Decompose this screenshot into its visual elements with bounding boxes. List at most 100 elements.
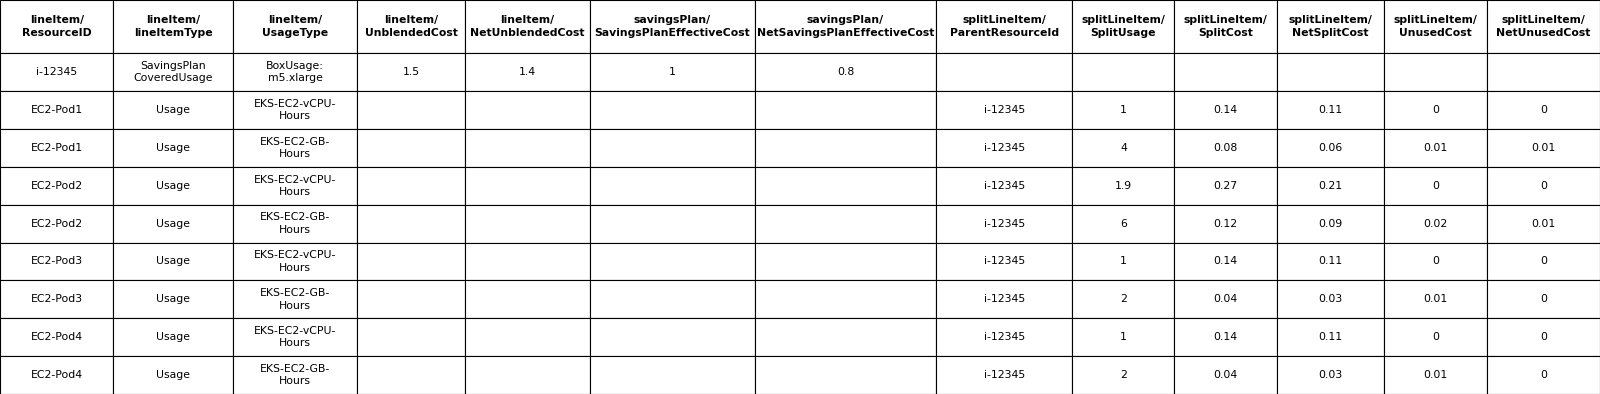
- Text: 0: 0: [1539, 332, 1547, 342]
- Bar: [357, 167, 466, 204]
- Bar: [1277, 356, 1384, 394]
- Bar: [1072, 281, 1174, 318]
- Text: 0.21: 0.21: [1318, 181, 1342, 191]
- Bar: [232, 356, 357, 394]
- Bar: [936, 167, 1072, 204]
- Text: 0.04: 0.04: [1213, 370, 1238, 380]
- Text: 1: 1: [1120, 256, 1126, 266]
- Bar: [1486, 167, 1600, 204]
- Bar: [1072, 0, 1174, 53]
- Text: EKS-EC2-vCPU-
Hours: EKS-EC2-vCPU- Hours: [254, 250, 336, 273]
- Text: 0.14: 0.14: [1213, 256, 1237, 266]
- Bar: [755, 91, 936, 129]
- Bar: [755, 0, 936, 53]
- Text: Usage: Usage: [157, 256, 190, 266]
- Text: 6: 6: [1120, 219, 1126, 229]
- Text: i-12345: i-12345: [984, 143, 1026, 153]
- Text: EC2-Pod3: EC2-Pod3: [30, 294, 83, 304]
- Bar: [1174, 129, 1277, 167]
- Bar: [1277, 91, 1384, 129]
- Bar: [936, 318, 1072, 356]
- Bar: [1277, 167, 1384, 204]
- Text: Usage: Usage: [157, 143, 190, 153]
- Bar: [357, 356, 466, 394]
- Bar: [357, 243, 466, 281]
- Bar: [232, 167, 357, 204]
- Bar: [1384, 204, 1486, 243]
- Text: EKS-EC2-GB-
Hours: EKS-EC2-GB- Hours: [259, 212, 330, 235]
- Bar: [1072, 318, 1174, 356]
- Text: 0.03: 0.03: [1318, 370, 1342, 380]
- Text: 0: 0: [1432, 181, 1438, 191]
- Text: i-12345: i-12345: [37, 67, 77, 77]
- Bar: [232, 53, 357, 91]
- Text: 0: 0: [1432, 105, 1438, 115]
- Text: 0.11: 0.11: [1318, 256, 1342, 266]
- Text: 0.06: 0.06: [1318, 143, 1342, 153]
- Bar: [466, 0, 590, 53]
- Text: splitLineItem/
NetSplitCost: splitLineItem/ NetSplitCost: [1288, 15, 1373, 38]
- Text: 0.02: 0.02: [1424, 219, 1448, 229]
- Bar: [1174, 91, 1277, 129]
- Bar: [1277, 243, 1384, 281]
- Text: 2: 2: [1120, 294, 1126, 304]
- Text: 0.8: 0.8: [837, 67, 854, 77]
- Bar: [936, 0, 1072, 53]
- Bar: [1384, 0, 1486, 53]
- Bar: [1072, 204, 1174, 243]
- Bar: [590, 243, 755, 281]
- Text: i-12345: i-12345: [984, 294, 1026, 304]
- Text: EC2-Pod1: EC2-Pod1: [30, 143, 83, 153]
- Text: i-12345: i-12345: [984, 332, 1026, 342]
- Bar: [0, 91, 114, 129]
- Bar: [590, 0, 755, 53]
- Bar: [114, 167, 232, 204]
- Bar: [114, 129, 232, 167]
- Bar: [0, 243, 114, 281]
- Bar: [590, 91, 755, 129]
- Bar: [1277, 281, 1384, 318]
- Bar: [357, 0, 466, 53]
- Bar: [466, 129, 590, 167]
- Text: 0.08: 0.08: [1213, 143, 1238, 153]
- Bar: [1277, 53, 1384, 91]
- Text: splitLineItem/
SplitUsage: splitLineItem/ SplitUsage: [1082, 15, 1165, 38]
- Text: EC2-Pod2: EC2-Pod2: [30, 181, 83, 191]
- Text: lineItem/
ResourceID: lineItem/ ResourceID: [22, 15, 91, 38]
- Bar: [1072, 356, 1174, 394]
- Bar: [114, 356, 232, 394]
- Text: i-12345: i-12345: [984, 181, 1026, 191]
- Text: EKS-EC2-GB-
Hours: EKS-EC2-GB- Hours: [259, 288, 330, 310]
- Bar: [1486, 204, 1600, 243]
- Text: 0: 0: [1432, 256, 1438, 266]
- Text: 0.01: 0.01: [1531, 219, 1555, 229]
- Text: 2: 2: [1120, 370, 1126, 380]
- Text: 0.14: 0.14: [1213, 105, 1237, 115]
- Bar: [232, 204, 357, 243]
- Bar: [466, 356, 590, 394]
- Bar: [755, 53, 936, 91]
- Text: Usage: Usage: [157, 219, 190, 229]
- Bar: [357, 129, 466, 167]
- Bar: [590, 204, 755, 243]
- Bar: [1384, 53, 1486, 91]
- Bar: [1277, 204, 1384, 243]
- Bar: [936, 129, 1072, 167]
- Text: BoxUsage:
m5.xlarge: BoxUsage: m5.xlarge: [266, 61, 323, 83]
- Bar: [755, 281, 936, 318]
- Text: Usage: Usage: [157, 181, 190, 191]
- Text: 0: 0: [1539, 105, 1547, 115]
- Bar: [1384, 318, 1486, 356]
- Bar: [0, 281, 114, 318]
- Text: i-12345: i-12345: [984, 219, 1026, 229]
- Text: 0.03: 0.03: [1318, 294, 1342, 304]
- Bar: [1486, 356, 1600, 394]
- Bar: [936, 53, 1072, 91]
- Bar: [114, 281, 232, 318]
- Bar: [1277, 318, 1384, 356]
- Text: 0.01: 0.01: [1424, 294, 1448, 304]
- Bar: [936, 91, 1072, 129]
- Bar: [1174, 281, 1277, 318]
- Bar: [1486, 281, 1600, 318]
- Bar: [0, 356, 114, 394]
